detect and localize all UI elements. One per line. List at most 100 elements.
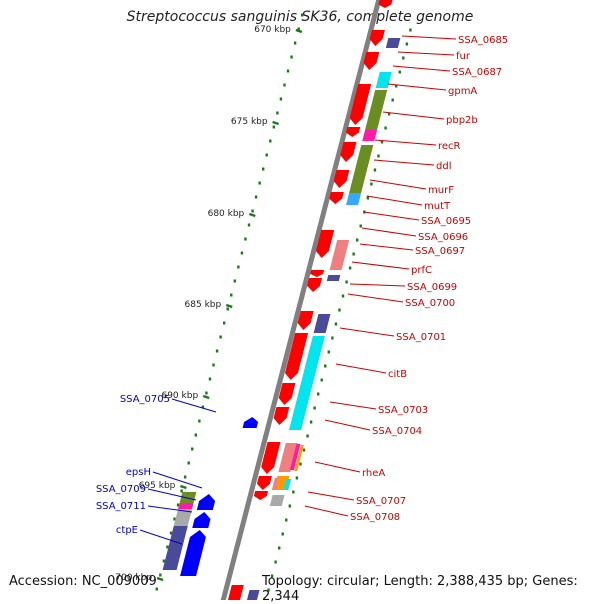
feature-strip — [269, 495, 285, 506]
scale-dot — [297, 27, 300, 31]
scale-tick — [295, 28, 303, 34]
forward-gene-label: mutT — [424, 201, 451, 212]
ruler-dot — [274, 560, 277, 564]
scale-dot — [205, 391, 208, 395]
ruler-dot — [270, 574, 274, 578]
feature-strip — [346, 193, 362, 205]
ruler-dot — [313, 406, 316, 410]
scale-dot — [155, 587, 158, 591]
reverse-gene-leader — [139, 529, 183, 545]
forward-gene-label: prfC — [411, 265, 432, 276]
forward-gene-leader — [363, 211, 420, 221]
scale-dot — [176, 503, 180, 507]
reverse-gene-label: SSA_0711 — [96, 501, 146, 512]
scale-dot — [208, 377, 212, 381]
ruler-dot — [302, 448, 306, 452]
scale-dot — [173, 517, 176, 521]
feature-strip — [313, 314, 331, 333]
forward-gene-leader — [392, 65, 451, 72]
forward-gene-label: citB — [388, 369, 407, 380]
forward-gene-label: rheA — [362, 468, 385, 479]
ruler-dot — [380, 140, 384, 144]
ruler-dot — [334, 322, 338, 326]
ruler-dot — [320, 378, 323, 382]
forward-gene-leader — [307, 491, 355, 501]
feature-strip — [271, 478, 279, 490]
ruler-dot — [295, 476, 299, 480]
forward-gene-arrow — [369, 30, 385, 46]
ruler-dot — [387, 112, 391, 116]
scale-tick — [156, 576, 164, 582]
scale-tick-label: 670 kbp — [254, 25, 291, 35]
map-title: Streptococcus sanguinis SK36, complete g… — [126, 9, 474, 25]
accession-text: Accession: NC_009009 — [9, 574, 157, 589]
scale-dot — [215, 349, 219, 353]
scale-dot — [212, 363, 215, 367]
feature-strip — [289, 336, 325, 430]
forward-gene-leader — [382, 111, 445, 120]
ruler-dot — [345, 280, 348, 284]
forward-gene-label: SSA_0700 — [405, 298, 455, 309]
forward-gene-label: SSA_0697 — [415, 246, 465, 257]
feature-strip — [278, 443, 298, 472]
scale-dot — [198, 419, 201, 423]
forward-gene-leader — [374, 139, 437, 146]
scale-tick — [248, 212, 256, 218]
scale-dot — [251, 209, 254, 213]
forward-gene-arrow — [349, 84, 372, 125]
reverse-gene-leader — [171, 398, 217, 413]
scale-dot — [276, 111, 279, 115]
scale-dot — [162, 559, 166, 563]
feature-strip — [289, 444, 301, 470]
feature-strip — [179, 492, 197, 503]
forward-gene-arrow — [297, 311, 314, 330]
ruler-dot — [391, 98, 394, 102]
reverse-gene-label: epsH — [126, 467, 151, 478]
ruler-dot — [352, 252, 355, 256]
forward-gene-arrow — [256, 476, 272, 490]
forward-gene-leader — [401, 35, 457, 40]
scale-tick-label: 675 kbp — [231, 117, 268, 127]
scale-dot — [261, 167, 265, 171]
scale-dot — [183, 475, 187, 479]
scale-tick-label: 690 kbp — [161, 391, 198, 401]
reverse-gene-label: SSA_0705 — [120, 394, 170, 405]
scale-dot — [237, 265, 240, 269]
scale-tick — [202, 394, 210, 400]
ruler-dot — [285, 518, 288, 522]
ruler-dot — [384, 126, 387, 130]
forward-gene-leader — [361, 227, 417, 237]
scale-dot — [201, 405, 205, 409]
ruler-dot — [324, 364, 327, 368]
scale-tick-label: 685 kbp — [185, 300, 222, 310]
ruler-dot — [288, 504, 292, 508]
forward-gene-label: recR — [438, 141, 461, 152]
forward-gene-arrow — [253, 491, 269, 500]
feature-strip — [326, 275, 341, 281]
feature-strip — [294, 445, 304, 471]
forward-gene-leader — [349, 283, 406, 287]
ruler-dot — [348, 266, 352, 270]
ruler-dot — [373, 168, 377, 172]
forward-gene-leader — [369, 179, 427, 190]
forward-gene-leader — [324, 419, 371, 431]
forward-gene-arrow — [329, 192, 344, 204]
scale-dot — [169, 531, 173, 535]
scale-dot — [258, 181, 261, 185]
feature-strip — [178, 503, 194, 509]
ruler-dot — [306, 434, 309, 438]
genome-backbone — [220, 0, 382, 600]
scale-tick-label: 695 kbp — [139, 481, 176, 491]
ruler-dot — [299, 462, 302, 466]
forward-gene-label: ddl — [436, 161, 451, 172]
ruler-dot — [366, 196, 370, 200]
scale-dot — [187, 461, 190, 465]
forward-gene-leader — [351, 261, 410, 270]
forward-gene-leader — [347, 293, 404, 303]
scale-dot — [265, 153, 268, 157]
feature-strip — [247, 590, 260, 600]
scale-dot — [293, 41, 297, 45]
ruler-dot — [281, 532, 284, 536]
forward-gene-label: SSA_0707 — [356, 496, 406, 507]
forward-gene-arrow — [278, 383, 296, 405]
